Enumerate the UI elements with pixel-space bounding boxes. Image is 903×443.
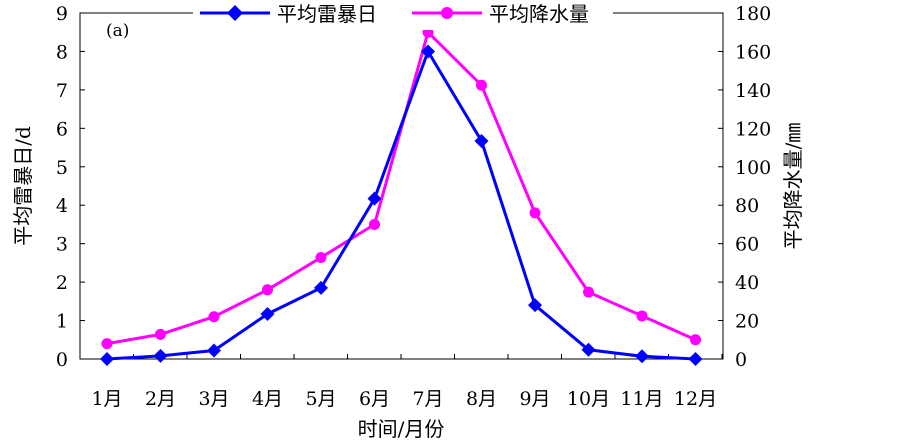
data-point-thunder-days bbox=[367, 191, 382, 206]
data-point-thunder-days bbox=[153, 348, 168, 363]
series-layer bbox=[100, 26, 703, 366]
y-left-tick-label: 0 bbox=[56, 349, 68, 371]
legend-label-thunder: 平均雷暴日 bbox=[277, 2, 377, 26]
x-tick-label: 2月 bbox=[145, 388, 176, 410]
data-point-thunder-days bbox=[688, 352, 703, 366]
x-tick-label: 10月 bbox=[567, 388, 610, 410]
y-right-tick-label: 100 bbox=[735, 157, 771, 179]
legend-label-rain: 平均降水量 bbox=[489, 2, 589, 26]
y-right-tick-label: 180 bbox=[735, 3, 771, 25]
data-point-thunder-days bbox=[635, 349, 649, 364]
y-right-tick-label: 20 bbox=[735, 311, 759, 333]
x-tick-label: 1月 bbox=[91, 388, 122, 410]
x-tick-label: 12月 bbox=[674, 388, 717, 410]
plot-area bbox=[79, 12, 724, 360]
x-tick-label: 7月 bbox=[412, 388, 443, 410]
y-right-tick-label: 40 bbox=[735, 272, 759, 294]
y-left-tick-label: 4 bbox=[56, 195, 68, 217]
y-left-tick-label: 1 bbox=[56, 311, 68, 333]
x-tick-label: 5月 bbox=[305, 388, 336, 410]
x-tick-label: 8月 bbox=[466, 388, 497, 410]
data-point-thunder-days bbox=[207, 343, 221, 358]
y-right-tick-label: 0 bbox=[735, 349, 747, 371]
x-tick-label: 4月 bbox=[252, 388, 283, 410]
data-point-precipitation bbox=[690, 334, 701, 346]
data-point-thunder-days bbox=[421, 44, 435, 59]
data-point-thunder-days bbox=[581, 342, 596, 357]
axis-ticks: 0 1 2 3 4 5 6 7 8 9 0 20 40 60 80 100 120 140 160 180 1月 2月 3月… bbox=[56, 3, 771, 410]
y-right-tick-label: 140 bbox=[735, 80, 771, 102]
y-left-tick-label: 3 bbox=[56, 234, 68, 256]
data-point-precipitation bbox=[369, 218, 380, 230]
x-tick-label: 3月 bbox=[198, 388, 229, 410]
data-point-precipitation bbox=[315, 252, 327, 264]
y-axis-left-title: 平均雷暴日/d bbox=[11, 126, 35, 246]
x-tick-label: 11月 bbox=[620, 388, 663, 410]
y-left-tick-label: 8 bbox=[56, 41, 68, 63]
y-left-tick-label: 5 bbox=[56, 157, 68, 179]
y-right-tick-label: 120 bbox=[735, 118, 771, 140]
y-right-tick-label: 80 bbox=[735, 195, 759, 217]
data-point-precipitation bbox=[262, 284, 273, 296]
legend: 平均雷暴日 平均降水量 bbox=[193, 0, 613, 30]
data-point-thunder-days bbox=[528, 298, 542, 313]
y-axis-right-title: 平均降水量/㎜ bbox=[781, 123, 805, 250]
data-point-thunder-days bbox=[314, 280, 328, 295]
data-point-precipitation bbox=[155, 328, 166, 340]
y-left-tick-label: 7 bbox=[56, 80, 68, 102]
data-point-precipitation bbox=[101, 338, 113, 350]
data-point-thunder-days bbox=[100, 352, 114, 366]
legend-marker-diamond-icon bbox=[227, 5, 243, 21]
legend-background bbox=[193, 0, 613, 30]
y-left-tick-label: 2 bbox=[56, 272, 68, 294]
x-axis-title: 时间/月份 bbox=[358, 417, 445, 441]
data-point-precipitation bbox=[529, 207, 541, 219]
legend-marker-circle-icon bbox=[441, 7, 453, 19]
data-point-thunder-days bbox=[260, 307, 275, 322]
data-point-precipitation bbox=[636, 310, 648, 322]
data-point-precipitation bbox=[583, 286, 594, 298]
y-left-tick-label: 9 bbox=[56, 3, 68, 25]
data-point-precipitation bbox=[208, 311, 220, 323]
data-point-precipitation bbox=[476, 79, 487, 91]
x-tick-label: 9月 bbox=[519, 388, 550, 410]
series-line-thunder-days bbox=[106, 49, 696, 361]
x-tick-label: 6月 bbox=[359, 388, 390, 410]
series-line-precipitation bbox=[106, 30, 697, 346]
data-point-thunder-days bbox=[474, 134, 489, 149]
y-left-tick-label: 6 bbox=[56, 118, 68, 140]
y-right-tick-label: 60 bbox=[735, 234, 759, 256]
panel-label: (a) bbox=[106, 21, 129, 41]
y-right-tick-label: 160 bbox=[735, 41, 771, 63]
